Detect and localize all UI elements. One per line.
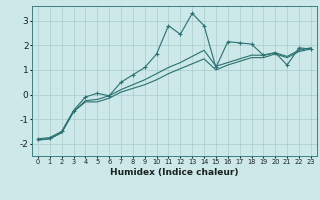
X-axis label: Humidex (Indice chaleur): Humidex (Indice chaleur) [110, 168, 239, 177]
